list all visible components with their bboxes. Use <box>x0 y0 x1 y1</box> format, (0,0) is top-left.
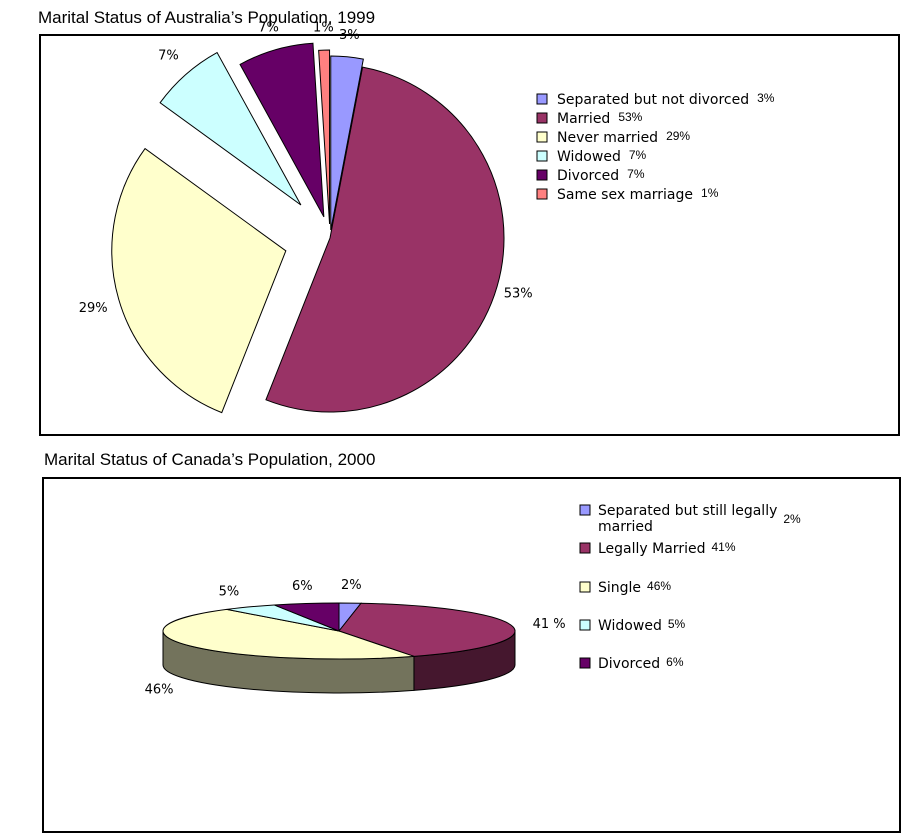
chart-title-australia: Marital Status of Australia’s Population… <box>38 8 376 27</box>
chart-title-canada: Marital Status of Canada’s Population, 2… <box>44 450 376 469</box>
data-label-single: 46% <box>145 683 174 698</box>
data-label-legally-married: 41 % <box>533 617 566 632</box>
legend-label-widowed: Widowed <box>598 618 662 634</box>
legend-swatch-never-married <box>536 131 548 143</box>
legend-label-line2-separated-but-still-legally: married <box>598 519 653 535</box>
legend-pct-single: 46% <box>647 579 671 593</box>
pie-slice-married <box>265 66 505 413</box>
data-label-widowed: 7% <box>158 49 179 64</box>
legend-label-separated-but-still-legally: Separated but still legally <box>598 503 777 519</box>
data-label-separated-but-not-divorced: 3% <box>339 28 360 43</box>
legend-swatch-divorced <box>536 169 548 181</box>
pie-slice-widowed <box>159 51 302 206</box>
pie-slice-divorced <box>239 42 325 218</box>
legend-label-divorced: Divorced <box>557 168 619 184</box>
legend-pct-never-married: 29% <box>666 129 690 143</box>
legend-swatch-married <box>536 112 548 124</box>
legend-pct-widowed: 7% <box>629 148 647 162</box>
legend-label-married: Married <box>557 111 610 127</box>
data-label-widowed: 5% <box>219 584 240 599</box>
legend-australia: Separated but not divorced 3% Married 53% Ne… <box>536 91 775 203</box>
data-label-married: 53% <box>504 287 533 302</box>
legend-swatch-separated-but-still-legally <box>579 504 591 516</box>
legend-pct-divorced: 6% <box>666 655 684 669</box>
pie-slice-legally-married <box>338 602 516 657</box>
legend-label-separated-but-not-divorced: Separated but not divorced <box>557 92 749 108</box>
pie-slice-never-married <box>111 147 287 414</box>
pie-australia-labels: 3% 53% 29% 7% 7% 1% <box>79 21 533 316</box>
pie-slice-divorced <box>274 602 340 632</box>
legend-pct-separated-but-still-legally: 2% <box>783 512 801 526</box>
legend-swatch-separated-but-not-divorced <box>536 93 548 105</box>
legend-swatch-widowed <box>536 150 548 162</box>
legend-pct-widowed: 5% <box>668 617 686 631</box>
legend-label-divorced: Divorced <box>598 656 660 672</box>
legend-swatch-same-sex-marriage <box>536 188 548 200</box>
data-label-divorced: 7% <box>258 21 279 36</box>
data-label-separated-but-still-legally-married: 2% <box>341 578 362 593</box>
data-label-never-married: 29% <box>79 301 108 316</box>
pie-canada-labels: 2% 41 % 46% 5% 6% <box>145 578 566 698</box>
legend-label-widowed: Widowed <box>557 149 621 165</box>
legend-swatch-divorced <box>579 657 591 669</box>
legend-label-single: Single <box>598 580 641 596</box>
pie-slice-same-sex-marriage <box>318 49 331 225</box>
legend-pct-divorced: 7% <box>627 167 645 181</box>
legend-label-legally-married: Legally Married <box>598 541 705 557</box>
legend-swatch-legally-married <box>579 542 591 554</box>
legend-pct-legally-married: 41% <box>711 540 735 554</box>
pie-australia <box>111 42 505 414</box>
legend-swatch-widowed <box>579 619 591 631</box>
legend-pct-married: 53% <box>618 110 642 124</box>
legend-label-never-married: Never married <box>557 130 658 146</box>
pie-slice-single <box>162 608 415 660</box>
pie-canada <box>162 602 516 694</box>
legend-swatch-single <box>579 581 591 593</box>
legend-label-same-sex-marriage: Same sex marriage <box>557 187 693 203</box>
legend-pct-same-sex-marriage: 1% <box>701 186 719 200</box>
data-label-divorced: 6% <box>292 579 313 594</box>
legend-pct-separated-but-not-divorced: 3% <box>757 91 775 105</box>
pie-slice-separated-but-not-divorced <box>330 55 364 231</box>
data-label-same-sex-marriage: 1% <box>313 21 334 36</box>
